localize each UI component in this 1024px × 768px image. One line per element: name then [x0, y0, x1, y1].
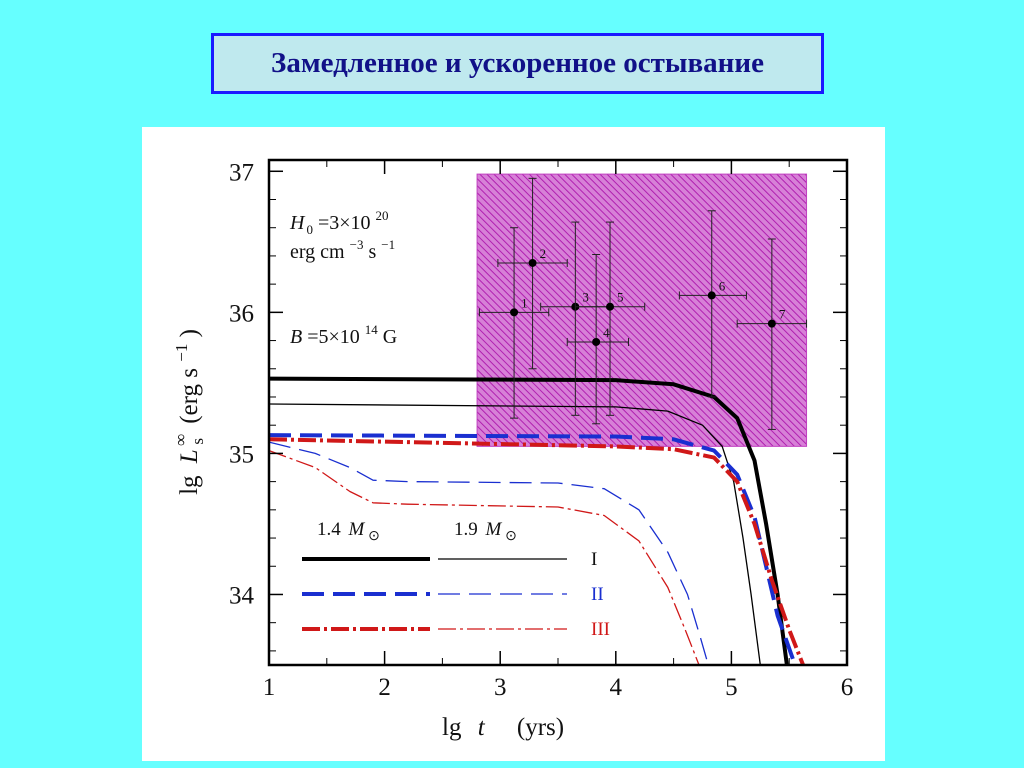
curve-II-1.4 — [269, 433, 797, 665]
observation-label: 7 — [779, 307, 786, 322]
observed-region — [476, 173, 808, 447]
y-axis-label-main: lg — [176, 475, 203, 495]
x-axis-label-unit: (yrs) — [517, 714, 564, 741]
observation-marker — [592, 337, 601, 346]
curve-II-1.9 — [269, 441, 709, 665]
observation-label: 2 — [540, 246, 547, 261]
observation-marker — [767, 319, 776, 328]
observation-point-6: 6 — [678, 210, 747, 398]
y-tick-label: 36 — [229, 300, 254, 327]
h0-annotation-line2: erg cm −3 s −1 — [290, 232, 395, 263]
legend-mass-2: 1.9 M ⊙ — [454, 519, 517, 544]
observation-point-5: 5 — [574, 221, 646, 416]
x-tick-label: 1 — [263, 674, 276, 701]
curve-I-1.4 — [269, 376, 789, 665]
observation-label: 4 — [603, 325, 610, 340]
observation-label: 5 — [617, 290, 624, 305]
b-field-annotation: B =5×10 14 G — [290, 317, 397, 348]
x-tick-label: 3 — [494, 674, 507, 701]
x-tick-label: 5 — [725, 674, 738, 701]
x-axis-label: lg t (yrs) — [442, 714, 564, 741]
slide-title: Замедленное и ускоренное остывание — [271, 47, 764, 79]
observation-label: 1 — [521, 295, 528, 310]
legend: 1.4 M ⊙ 1.9 M ⊙ I II III — [302, 519, 610, 640]
curve-III-1.4 — [269, 437, 805, 665]
observation-point-1: 1 — [478, 227, 550, 419]
y-axis-label-unit-sup: −1 — [172, 344, 191, 362]
slide-title-box: Замедленное и ускоренное остывание — [211, 33, 824, 94]
y-axis-label: lg L ∞ s (erg s −1 ) — [165, 329, 209, 495]
legend-label-II: II — [591, 584, 604, 605]
observation-marker — [606, 302, 615, 311]
y-axis-label-unit-close: ) — [176, 329, 203, 337]
observation-point-2: 2 — [497, 177, 568, 370]
observation-label: 6 — [719, 278, 726, 293]
legend-label-III: III — [591, 619, 610, 640]
y-axis-label-var: L — [176, 449, 203, 464]
y-tick-label: 34 — [229, 582, 255, 609]
x-tick-label: 4 — [610, 674, 623, 701]
observation-label: 3 — [582, 290, 589, 305]
observation-point-7: 7 — [736, 238, 808, 430]
observation-marker — [510, 308, 519, 317]
curve-I-1.9 — [269, 403, 761, 665]
legend-label-I: I — [591, 549, 597, 570]
y-tick-label: 35 — [229, 441, 254, 468]
y-axis-label-sub: s — [188, 438, 207, 445]
x-tick-label: 2 — [378, 674, 391, 701]
curve-III-1.9 — [269, 449, 700, 665]
observation-marker — [707, 291, 716, 300]
observation-point-4: 4 — [566, 254, 630, 425]
observation-marker — [528, 258, 537, 267]
x-axis-label-var: t — [478, 714, 486, 741]
h0-annotation-line1: H 0 =3×10 20 — [289, 208, 389, 239]
y-tick-label: 37 — [229, 159, 254, 186]
y-axis-label-unit: (erg s — [176, 368, 203, 424]
x-tick-label: 6 — [841, 674, 854, 701]
legend-mass-1: 1.4 M ⊙ — [317, 519, 380, 544]
x-axis-label-main: lg — [442, 714, 462, 741]
